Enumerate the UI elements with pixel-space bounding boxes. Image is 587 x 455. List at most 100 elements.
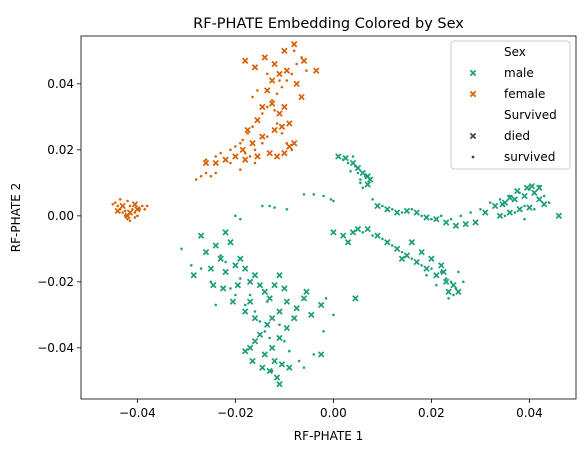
point-male-died xyxy=(251,338,259,345)
point-male-died xyxy=(229,298,237,305)
point-female-died xyxy=(259,103,266,111)
point-male-died xyxy=(264,321,271,328)
point-female-survived xyxy=(135,214,140,218)
point-male-died xyxy=(526,204,533,211)
point-male-survived xyxy=(410,207,414,211)
point-male-survived xyxy=(302,192,306,197)
point-male-died xyxy=(241,265,249,272)
point-female-died xyxy=(264,87,271,94)
plot-frame xyxy=(80,35,577,400)
point-male-died xyxy=(271,281,278,289)
point-male-survived xyxy=(329,197,333,202)
point-male-survived xyxy=(282,339,287,343)
legend-label-died: died xyxy=(504,129,530,143)
point-male-survived xyxy=(348,169,353,174)
point-female-survived xyxy=(275,121,279,126)
point-male-survived xyxy=(287,349,291,353)
point-male-survived xyxy=(419,214,424,218)
point-female-survived xyxy=(199,174,203,178)
point-male-died xyxy=(364,225,371,233)
point-male-survived xyxy=(267,336,272,340)
legend-label-survived: survived xyxy=(504,150,555,164)
point-female-died xyxy=(276,70,283,78)
point-female-survived xyxy=(143,207,147,211)
point-male-died xyxy=(540,201,548,208)
point-male-survived xyxy=(321,194,326,198)
point-male-survived xyxy=(461,280,465,284)
point-female-survived xyxy=(265,72,269,76)
point-female-survived xyxy=(277,78,282,83)
point-female-survived xyxy=(228,161,233,165)
point-male-survived xyxy=(260,204,265,208)
point-male-died xyxy=(293,305,300,312)
point-male-died xyxy=(256,281,264,289)
point-male-survived xyxy=(238,276,242,281)
point-male-died xyxy=(491,202,499,210)
point-male-survived xyxy=(297,359,301,363)
point-female-survived xyxy=(120,210,125,215)
point-male-survived xyxy=(346,161,350,165)
point-male-survived xyxy=(233,293,238,297)
y-tick-label: −0.04 xyxy=(37,341,74,355)
point-female-died xyxy=(259,133,266,140)
point-male-died xyxy=(330,229,337,236)
legend-box xyxy=(450,40,571,170)
point-male-died xyxy=(276,334,283,342)
point-male-died xyxy=(268,344,276,352)
legend-marker-female xyxy=(469,90,477,98)
point-female-survived xyxy=(265,105,269,109)
point-female-survived xyxy=(285,78,289,83)
points-layer xyxy=(111,41,563,388)
series-male-died xyxy=(190,153,563,388)
point-male-died xyxy=(521,192,528,200)
point-male-died xyxy=(342,154,349,162)
point-male-died xyxy=(384,239,391,246)
point-female-died xyxy=(222,156,229,163)
point-male-died xyxy=(445,288,452,295)
point-female-died xyxy=(286,120,293,127)
point-female-survived xyxy=(260,111,265,116)
point-male-survived xyxy=(410,257,414,261)
series-female-survived xyxy=(111,49,309,223)
point-male-survived xyxy=(449,217,453,221)
point-male-survived xyxy=(238,217,242,221)
point-female-survived xyxy=(125,199,130,203)
point-female-survived xyxy=(248,154,252,159)
point-male-died xyxy=(428,255,435,262)
point-male-died xyxy=(531,189,538,196)
point-female-survived xyxy=(123,209,127,213)
point-male-survived xyxy=(277,323,282,327)
point-male-survived xyxy=(400,250,404,254)
point-female-died xyxy=(268,77,276,84)
point-male-died xyxy=(317,351,325,358)
point-female-died xyxy=(254,116,261,124)
y-axis: −0.04 −0.02 0.00 0.02 0.04 xyxy=(37,77,81,355)
point-male-died xyxy=(403,207,411,215)
point-male-survived xyxy=(459,214,463,218)
point-female-died xyxy=(261,54,268,61)
point-male-survived xyxy=(456,270,461,274)
point-female-survived xyxy=(304,68,309,73)
point-male-survived xyxy=(324,296,328,301)
point-male-died xyxy=(442,219,450,226)
point-male-died xyxy=(528,182,536,190)
point-male-survived xyxy=(390,207,394,211)
point-male-died xyxy=(408,239,416,246)
point-female-died xyxy=(281,103,288,111)
series-female-died xyxy=(114,41,320,220)
point-male-died xyxy=(393,245,401,253)
point-male-died xyxy=(506,209,514,216)
y-tick-label: −0.02 xyxy=(37,275,74,289)
point-female-died xyxy=(241,156,249,163)
point-male-survived xyxy=(258,319,262,324)
point-male-died xyxy=(335,153,342,160)
point-female-died xyxy=(300,57,308,64)
point-female-died xyxy=(239,146,246,154)
point-female-died xyxy=(254,153,261,160)
point-male-survived xyxy=(429,266,434,271)
point-male-died xyxy=(276,380,283,388)
point-female-survived xyxy=(280,85,284,89)
point-female-survived xyxy=(204,171,208,175)
point-male-died xyxy=(210,281,217,289)
